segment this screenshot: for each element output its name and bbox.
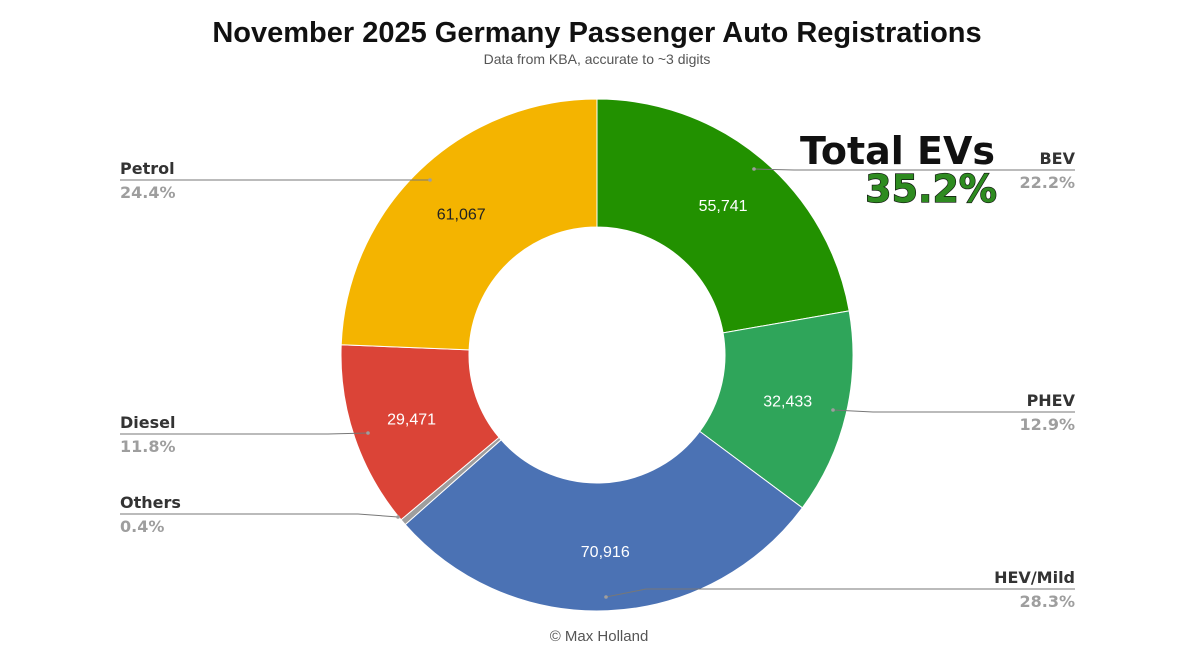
slice-value-labels: 55,741 32,433 70,916 29,471 61,067 xyxy=(387,198,812,561)
leader-dot-diesel xyxy=(366,431,370,435)
slice-hev-mild xyxy=(404,430,804,612)
legend-name-phev: PHEV xyxy=(1027,391,1076,410)
leader-line-diesel xyxy=(120,432,369,435)
slice-value-hev-mild: 70,916 xyxy=(581,544,630,561)
legend-percent-phev: 12.9% xyxy=(1019,415,1075,434)
legend-percent-hev-mild: 28.3% xyxy=(1019,592,1075,611)
slice-petrol xyxy=(340,98,598,351)
leader-lines xyxy=(120,167,1075,599)
slice-value-petrol: 61,067 xyxy=(437,207,486,224)
legend-percent-others: 0.4% xyxy=(120,517,164,536)
legend-name-others: Others xyxy=(120,493,181,512)
leader-dot-petrol xyxy=(428,178,432,182)
leader-dot-bev xyxy=(752,167,756,171)
credit-text: © Max Holland xyxy=(550,628,649,645)
total-evs-callout-value: 35.2% xyxy=(865,167,997,211)
leader-line-phev xyxy=(832,409,1075,413)
legend-name-petrol: Petrol xyxy=(120,159,175,178)
legend-name-diesel: Diesel xyxy=(120,413,175,432)
legend-name-hev-mild: HEV/Mild xyxy=(994,568,1075,587)
legend-percent-diesel: 11.8% xyxy=(120,437,176,456)
slice-value-bev: 55,741 xyxy=(699,198,748,215)
chart-subtitle: Data from KBA, accurate to ~3 digits xyxy=(484,51,711,67)
slice-value-phev: 32,433 xyxy=(763,393,812,410)
leader-line-others xyxy=(120,513,399,518)
total-evs-callout-title: Total EVs xyxy=(800,129,995,173)
slice-legend-labels: BEV 22.2% PHEV 12.9% HEV/Mild 28.3% Others 0.4%… xyxy=(120,149,1076,611)
slice-value-diesel: 29,471 xyxy=(387,411,436,428)
slices-layer xyxy=(340,98,854,612)
legend-name-bev: BEV xyxy=(1039,149,1075,168)
leader-line-hev-mild xyxy=(605,588,1075,598)
leader-dot-hev-mild xyxy=(604,595,608,599)
chart-title: November 2025 Germany Passenger Auto Reg… xyxy=(212,17,981,49)
leader-dot-others xyxy=(396,515,400,519)
slice-bev xyxy=(596,98,850,334)
legend-percent-petrol: 24.4% xyxy=(120,183,176,202)
legend-percent-bev: 22.2% xyxy=(1019,173,1075,192)
leader-dot-phev xyxy=(831,408,835,412)
leader-line-bev xyxy=(753,168,1075,171)
